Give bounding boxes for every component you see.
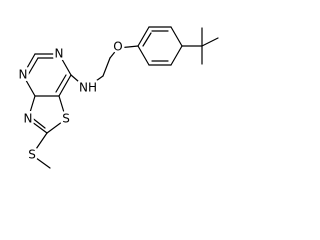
bond [31, 154, 51, 169]
bond [55, 74, 67, 93]
atom-label: O [113, 40, 122, 54]
atom-label: S [62, 112, 70, 126]
atom-label: N [55, 47, 64, 61]
bond [27, 95, 36, 120]
bond [58, 53, 72, 76]
bonds [22, 26, 219, 169]
atom-label: NH [79, 81, 97, 95]
bond [27, 118, 48, 134]
bond [27, 57, 39, 76]
bond [22, 74, 36, 97]
bond [201, 37, 219, 47]
bond [31, 132, 48, 156]
bond [137, 45, 150, 66]
bond [46, 118, 67, 134]
bond [58, 95, 67, 120]
bond [70, 74, 87, 89]
bond [85, 75, 104, 89]
bond [142, 32, 152, 47]
bond [170, 45, 183, 66]
bond [117, 45, 139, 49]
atom-label: N [24, 112, 33, 126]
molecule-diagram: N N N S S NH O [16, 26, 219, 169]
bond [109, 47, 119, 59]
bond [22, 53, 36, 76]
bond [30, 116, 46, 129]
atom-label: S [28, 148, 36, 162]
bond [58, 74, 72, 97]
atom-label: N [19, 68, 28, 82]
bond [170, 26, 183, 47]
bond [102, 57, 111, 77]
bond [137, 26, 150, 47]
atom-labels: N N N S S NH O [16, 37, 125, 164]
